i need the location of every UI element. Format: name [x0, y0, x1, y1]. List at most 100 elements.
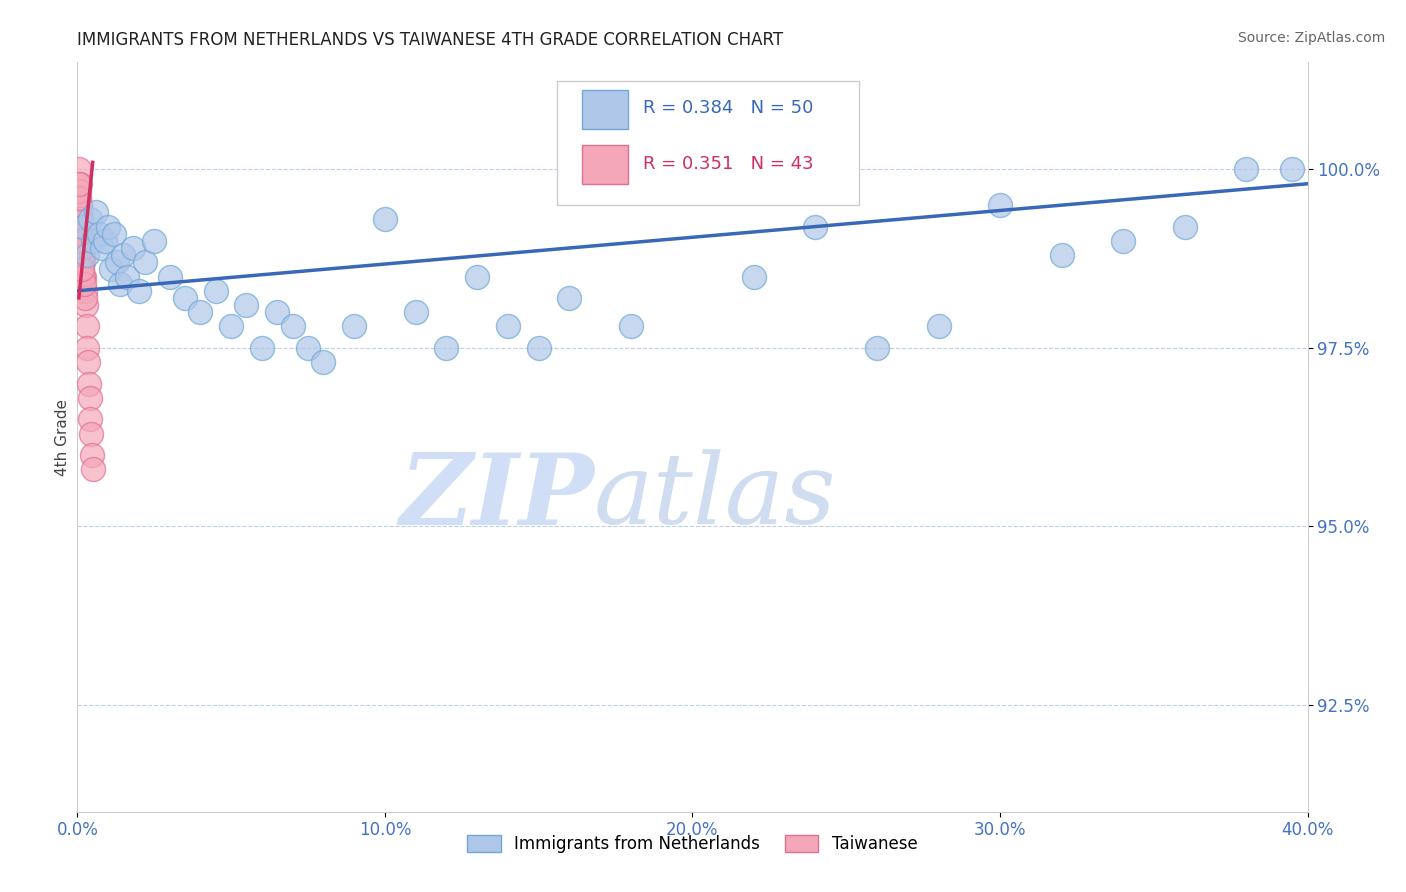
Point: [69, 212, 91, 227]
Point: [79, 412, 101, 426]
Point: [94, 234, 117, 248]
Point: [174, 291, 197, 305]
Point: [70, 234, 93, 248]
Point: [70, 262, 93, 277]
Point: [73, 291, 96, 305]
Point: [72, 219, 94, 234]
Point: [1174, 219, 1197, 234]
FancyBboxPatch shape: [582, 145, 628, 184]
Point: [70, 234, 93, 248]
Point: [82, 234, 104, 248]
Point: [620, 319, 643, 334]
Point: [110, 277, 132, 291]
Point: [69, 234, 91, 248]
Point: [73, 277, 96, 291]
Point: [69, 177, 91, 191]
Point: [69, 205, 91, 219]
Text: R = 0.351   N = 43: R = 0.351 N = 43: [644, 154, 814, 172]
Point: [281, 319, 304, 334]
Point: [76, 341, 98, 355]
Y-axis label: 4th Grade: 4th Grade: [55, 399, 70, 475]
Point: [70, 241, 93, 255]
Point: [70, 255, 93, 269]
Point: [82, 462, 104, 476]
Point: [70, 212, 93, 227]
Point: [527, 341, 550, 355]
Point: [235, 298, 257, 312]
Point: [97, 219, 120, 234]
Point: [1234, 162, 1257, 177]
Point: [82, 448, 104, 462]
Point: [72, 255, 94, 269]
Point: [297, 341, 319, 355]
Point: [343, 319, 366, 334]
Point: [77, 355, 100, 369]
Point: [266, 305, 288, 319]
Point: [465, 269, 488, 284]
Point: [67, 191, 90, 205]
Legend: Immigrants from Netherlands, Taiwanese: Immigrants from Netherlands, Taiwanese: [461, 828, 924, 860]
Point: [72, 269, 94, 284]
Point: [115, 269, 138, 284]
Point: [70, 241, 93, 255]
Point: [742, 269, 765, 284]
Text: ZIP: ZIP: [399, 449, 595, 545]
Point: [69, 198, 91, 212]
Point: [1050, 248, 1073, 262]
Text: R = 0.384   N = 50: R = 0.384 N = 50: [644, 99, 814, 117]
Point: [73, 284, 96, 298]
Point: [80, 426, 103, 441]
Point: [128, 284, 150, 298]
Point: [103, 227, 125, 241]
Point: [143, 234, 166, 248]
Point: [73, 269, 96, 284]
Point: [159, 269, 181, 284]
Point: [112, 248, 135, 262]
Point: [682, 162, 704, 177]
Point: [69, 198, 91, 212]
Point: [77, 376, 100, 391]
Point: [79, 391, 101, 405]
Point: [405, 305, 427, 319]
Point: [988, 198, 1011, 212]
Point: [100, 262, 122, 277]
Point: [188, 305, 212, 319]
Point: [67, 162, 90, 177]
FancyBboxPatch shape: [557, 81, 859, 205]
Point: [72, 248, 94, 262]
Point: [121, 241, 143, 255]
Point: [134, 255, 156, 269]
Point: [105, 255, 128, 269]
Point: [67, 177, 90, 191]
Point: [312, 355, 335, 369]
Point: [558, 291, 581, 305]
Point: [70, 241, 93, 255]
Text: Source: ZipAtlas.com: Source: ZipAtlas.com: [1237, 31, 1385, 45]
Point: [69, 227, 91, 241]
Point: [436, 341, 458, 355]
Point: [90, 241, 114, 255]
Point: [204, 284, 226, 298]
Text: IMMIGRANTS FROM NETHERLANDS VS TAIWANESE 4TH GRADE CORRELATION CHART: IMMIGRANTS FROM NETHERLANDS VS TAIWANESE…: [77, 31, 783, 49]
Point: [79, 212, 101, 227]
Point: [76, 248, 98, 262]
Point: [76, 319, 98, 334]
Point: [1281, 162, 1303, 177]
Point: [84, 205, 107, 219]
Point: [67, 184, 90, 198]
Point: [69, 191, 91, 205]
Point: [69, 212, 91, 227]
Point: [69, 219, 91, 234]
Point: [866, 341, 889, 355]
FancyBboxPatch shape: [582, 90, 628, 129]
Point: [496, 319, 519, 334]
Point: [75, 298, 97, 312]
Text: atlas: atlas: [595, 450, 837, 545]
Point: [804, 219, 827, 234]
Point: [70, 227, 93, 241]
Point: [1112, 234, 1135, 248]
Point: [72, 248, 94, 262]
Point: [219, 319, 242, 334]
Point: [87, 227, 110, 241]
Point: [374, 212, 396, 227]
